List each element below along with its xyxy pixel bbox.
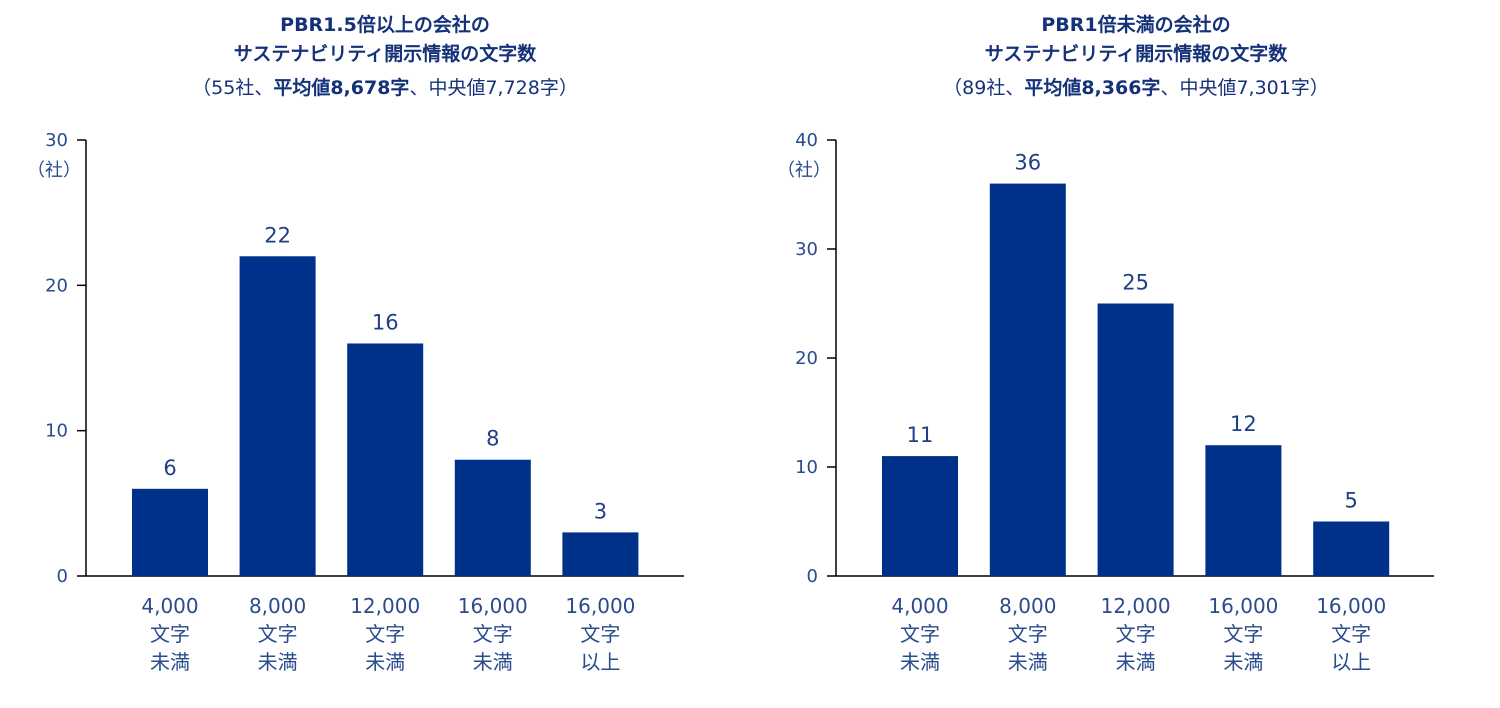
x-tick-label: 未満 xyxy=(1223,650,1263,674)
y-tick-label: 0 xyxy=(807,566,818,587)
x-tick-label: 文字 xyxy=(365,622,405,646)
x-tick-label: 文字 xyxy=(900,622,940,646)
bar xyxy=(882,456,958,576)
subtitle-part: （89社、 xyxy=(943,77,1024,99)
bar xyxy=(132,488,208,576)
x-tick-label: 未満 xyxy=(473,650,513,674)
bar xyxy=(239,256,316,576)
y-tick-label: 20 xyxy=(45,275,68,296)
x-tick-label: 未満 xyxy=(150,650,190,674)
x-tick-label: 16,000 xyxy=(1208,594,1278,618)
bar xyxy=(562,532,639,576)
x-tick-label: 16,000 xyxy=(565,594,635,618)
subtitle-part: （55社、 xyxy=(192,77,273,99)
y-tick-label: 20 xyxy=(795,348,818,369)
x-tick-label: 文字 xyxy=(580,622,620,646)
chart-title-line: サステナビリティ開示情報の文字数 xyxy=(234,42,537,65)
x-tick-label: 文字 xyxy=(258,622,298,646)
y-tick-label: 40 xyxy=(795,130,818,151)
x-tick-label: 文字 xyxy=(1223,622,1263,646)
x-tick-label: 未満 xyxy=(900,650,940,674)
data-label: 3 xyxy=(594,499,607,523)
chart-title-line: サステナビリティ開示情報の文字数 xyxy=(985,42,1288,65)
data-label: 36 xyxy=(1014,151,1041,175)
y-tick-label: 0 xyxy=(57,566,68,587)
x-tick-label: 未満 xyxy=(365,650,405,674)
y-tick-label: 10 xyxy=(795,457,818,478)
data-label: 25 xyxy=(1122,271,1149,295)
subtitle-part: 平均値8,678字 xyxy=(273,76,409,99)
chart-subtitle: （89社、平均値8,366字、中央値7,301字） xyxy=(943,76,1329,99)
data-label: 16 xyxy=(372,310,399,334)
data-label: 6 xyxy=(163,456,176,480)
x-tick-label: 4,000 xyxy=(141,594,198,618)
x-tick-label: 8,000 xyxy=(249,594,306,618)
data-label: 22 xyxy=(264,223,291,247)
bar xyxy=(454,459,531,576)
x-tick-label: 16,000 xyxy=(458,594,528,618)
x-tick-label: 4,000 xyxy=(891,594,948,618)
subtitle-part: 、中央値7,301字） xyxy=(1160,77,1328,99)
y-unit-label: （社） xyxy=(27,160,81,181)
bar xyxy=(1313,521,1390,576)
bar xyxy=(1205,445,1282,576)
x-tick-label: 8,000 xyxy=(999,594,1056,618)
x-tick-label: 未満 xyxy=(1116,650,1156,674)
bar xyxy=(1097,303,1174,576)
data-label: 11 xyxy=(907,423,934,447)
x-tick-label: 未満 xyxy=(258,650,298,674)
x-tick-label: 文字 xyxy=(150,622,190,646)
chart-title-line: PBR1.5倍以上の会社の xyxy=(280,13,490,36)
x-tick-label: 以上 xyxy=(1331,650,1371,674)
chart-title-line: PBR1倍未満の会社の xyxy=(1041,13,1230,36)
x-tick-label: 文字 xyxy=(1331,622,1371,646)
y-tick-label: 30 xyxy=(45,130,68,151)
y-tick-label: 30 xyxy=(795,239,818,260)
subtitle-part: 平均値8,366字 xyxy=(1024,76,1160,99)
y-tick-label: 10 xyxy=(45,421,68,442)
data-label: 12 xyxy=(1230,412,1257,436)
x-tick-label: 12,000 xyxy=(1101,594,1171,618)
data-label: 5 xyxy=(1345,489,1358,513)
x-tick-label: 16,000 xyxy=(1316,594,1386,618)
x-tick-label: 文字 xyxy=(473,622,513,646)
x-tick-label: 12,000 xyxy=(350,594,420,618)
x-tick-label: 未満 xyxy=(1008,650,1048,674)
x-tick-label: 文字 xyxy=(1116,622,1156,646)
data-label: 8 xyxy=(486,427,499,451)
x-tick-label: 文字 xyxy=(1008,622,1048,646)
bar xyxy=(989,183,1066,576)
subtitle-part: 、中央値7,728字） xyxy=(409,77,577,99)
x-tick-label: 以上 xyxy=(580,650,620,674)
bar xyxy=(347,343,424,576)
y-unit-label: （社） xyxy=(777,160,831,181)
chart-subtitle: （55社、平均値8,678字、中央値7,728字） xyxy=(192,76,578,99)
